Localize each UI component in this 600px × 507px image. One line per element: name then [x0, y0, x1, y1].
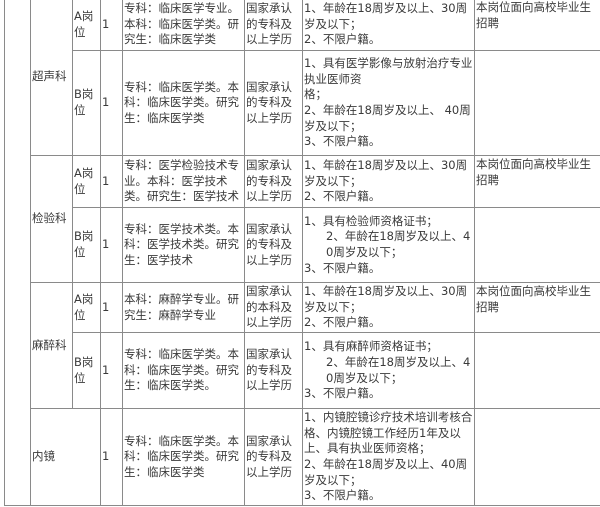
req-line: 2、年龄在18周岁及以上、 40周岁及以下； [304, 103, 471, 133]
table-row: B岗位 1 专科：临床医学类。本科：临床医学类。研究生：临床医学类。 国家承认的… [5, 332, 600, 409]
req-line: 3、不限户籍。 [304, 488, 381, 503]
post-cell: A岗位 [72, 155, 101, 208]
recruitment-table: 超声科 A岗位 1 专科：临床医学专业。本科：临床医学类。研究生：临床医学类 国… [4, 0, 600, 506]
req-line: 1、年龄在18周岁及以上、30周岁及以下； [304, 284, 468, 314]
count-cell: 1 [100, 0, 123, 51]
req-line: 3、不限户籍。 [304, 260, 381, 275]
education-cell: 国家承认的专科及以上学历 [244, 408, 303, 506]
post-cell: B岗位 [72, 332, 101, 409]
note-cell [474, 408, 600, 506]
req-line: 3、不限户籍。 [304, 386, 381, 401]
major-cell: 专科：临床医学类。本科：临床医学类。研究生：临床医学类 [122, 50, 245, 156]
requirements-cell: 1、具有麻醉师资格证书； 2、年龄在18周岁及以上、40周岁及以下； 3、不限户籍。 [302, 332, 475, 409]
count-cell: 1 [100, 408, 123, 506]
post-cell: B岗位 [72, 50, 101, 156]
requirements-cell: 1、内镜腔镜诊疗技术培训考核合格、内镜腔镜工作经历1年及以上、具有执业医师资格；… [302, 408, 475, 506]
count-cell: 1 [100, 207, 123, 283]
req-line: 2、年龄在18周岁及以上、40周岁及以下； [326, 229, 471, 259]
major-cell: 专科：临床医学专业。本科：临床医学类。研究生：临床医学类 [122, 0, 245, 51]
table-row: B岗位 1 专科：临床医学类。本科：临床医学类。研究生：临床医学类 国家承认的专… [5, 50, 600, 156]
requirements-cell: 1、年龄在18周岁及以上、30周岁及以下； 2、不限户籍。 [302, 0, 475, 51]
req-line: 1、内镜腔镜诊疗技术培训考核合格、内镜腔镜工作经历1年及以上、具有执业医师资格； [304, 410, 473, 456]
major-cell: 专科：临床医学类。本科：临床医学类。研究生：临床医学类 [122, 408, 245, 506]
note-cell [474, 207, 600, 283]
education-cell: 国家承认的专科及以上学历 [244, 155, 303, 208]
post-cell: B岗位 [72, 207, 101, 283]
count-cell: 1 [100, 50, 123, 156]
req-line: 2、不限户籍。 [304, 189, 381, 204]
req-line: 2、不限户籍。 [304, 315, 381, 330]
req-line: 格； [304, 87, 327, 102]
req-line: 3、不限户籍。 [304, 134, 381, 149]
note-cell: 本岗位面向高校毕业生招聘 [474, 0, 600, 51]
dept-cell: 超声科 [30, 0, 73, 156]
requirements-cell: 1、具有检验师资格证书； 2、年龄在18周岁及以上、40周岁及以下； 3、不限户籍。 [302, 207, 475, 283]
post-cell: A岗位 [72, 282, 101, 333]
table-row: 麻醉科 A岗位 1 本科：麻醉学专业。研究生：麻醉学专业 国家承认的本科及以上学… [5, 282, 600, 409]
major-cell: 专科：医学检验技术专业。本科：医学技术类。研究生：医学技术 [122, 155, 245, 208]
note-cell: 本岗位面向高校毕业生招聘 [474, 155, 600, 208]
major-cell: 本科：麻醉学专业。研究生：麻醉学专业 [122, 282, 245, 333]
req-line: 2、年龄在18周岁及以上、40周岁及以下； [326, 354, 471, 385]
note-cell [474, 332, 600, 409]
education-cell: 国家承认的专科及以上学历 [244, 332, 303, 409]
note-cell: 本岗位面向高校毕业生招聘 [474, 282, 600, 333]
req-line: 1、年龄在18周岁及以上、30周岁及以下； [304, 1, 468, 31]
requirements-cell: 1、具有医学影像与放射治疗专业执业医师资 格； 2、年龄在18周岁及以上、 40周岁… [302, 50, 475, 156]
count-cell: 1 [100, 282, 123, 333]
req-line: 2、不限户籍。 [304, 32, 381, 47]
dept-cell: 内镜 [30, 408, 101, 506]
dept-cell: 检验科 [30, 155, 73, 283]
major-cell: 专科：医学技术类。本科：医学技术类。研究生：医学技术 [122, 207, 245, 283]
major-cell: 专科：临床医学类。本科：临床医学类。研究生：临床医学类。 [122, 332, 245, 409]
blank-column-cell [4, 0, 31, 506]
dept-cell: 麻醉科 [30, 282, 73, 409]
count-cell: 1 [100, 332, 123, 409]
table-row: 内镜 1 专科：临床医学类。本科：临床医学类。研究生：临床医学类 国家承认的专科… [5, 408, 600, 506]
post-cell: A岗位 [72, 0, 101, 51]
education-cell: 国家承认的专科及以上学历 [244, 0, 303, 51]
req-line: 1、年龄在18周岁及以上、30周岁及以下； [304, 158, 468, 188]
count-cell: 1 [100, 155, 123, 208]
req-line: 2、年龄在18周岁及以上、40周岁及以下； [304, 457, 468, 487]
table-row: 超声科 A岗位 1 专科：临床医学专业。本科：临床医学类。研究生：临床医学类 国… [4, 0, 600, 506]
education-cell: 国家承认的本科及以上学历 [244, 282, 303, 333]
req-line: 1、具有检验师资格证书； [304, 213, 438, 228]
requirements-cell: 1、年龄在18周岁及以上、30周岁及以下； 2、不限户籍。 [302, 155, 475, 208]
education-cell: 国家承认的专科及以上学历 [244, 50, 303, 156]
education-cell: 国家承认的专科及以上学历 [244, 207, 303, 283]
table-row: 检验科 A岗位 1 专科：医学检验技术专业。本科：医学技术类。研究生：医学技术 … [5, 155, 600, 283]
table-row: B岗位 1 专科：医学技术类。本科：医学技术类。研究生：医学技术 国家承认的专科… [5, 207, 600, 283]
req-line: 1、具有医学影像与放射治疗专业执业医师资 [304, 56, 473, 86]
req-line: 1、具有麻醉师资格证书； [304, 339, 438, 354]
note-cell [474, 50, 600, 156]
requirements-cell: 1、年龄在18周岁及以上、30周岁及以下； 2、不限户籍。 [302, 282, 475, 333]
